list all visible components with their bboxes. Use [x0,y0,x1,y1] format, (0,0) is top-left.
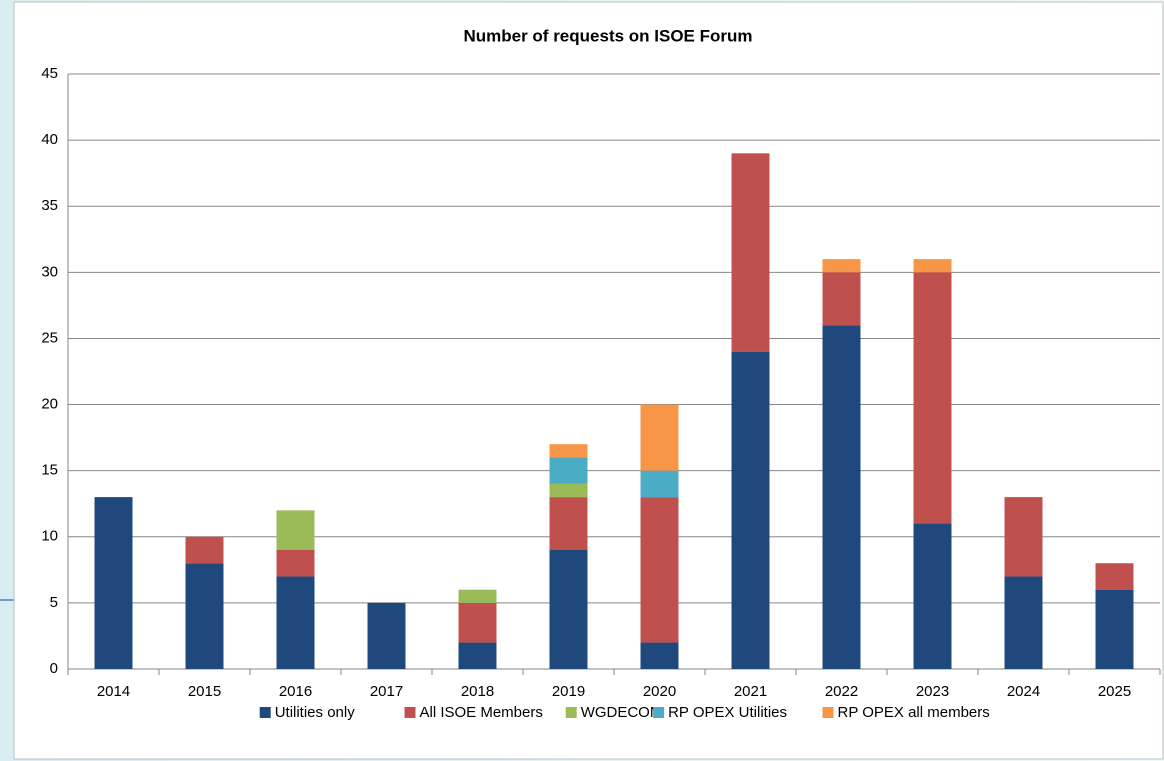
legend-swatch [404,707,416,718]
bar-segment [276,550,315,577]
bar-segment [731,351,770,669]
y-tick-label: 30 [41,263,58,280]
legend-swatch [259,707,271,718]
bar-segment [640,497,679,643]
bar-segment [458,642,497,669]
legend-swatch [565,707,577,718]
bar-segment [94,497,133,669]
bar-segment [185,563,224,669]
x-tick-label: 2016 [279,683,312,700]
legend-label: All ISOE Members [420,704,543,721]
legend-label: RP OPEX Utilities [668,704,787,721]
bar-segment [549,457,588,484]
legend-label: WGDECOM [581,704,663,721]
bar-segment [276,510,315,550]
bar-segment [731,153,770,352]
legend-label: RP OPEX all members [838,704,990,721]
bar-segment [913,523,952,669]
y-tick-label: 40 [41,131,58,148]
bar-segment [913,259,952,273]
x-tick-label: 2023 [916,683,949,700]
bar-segment [822,272,861,326]
bar-segment [458,589,497,603]
bar-segment [1004,497,1043,577]
bar-segment [640,404,679,471]
x-tick-label: 2014 [97,683,130,700]
legend-swatch [653,707,665,718]
x-tick-label: 2017 [370,683,403,700]
y-tick-label: 0 [50,660,58,677]
x-tick-label: 2025 [1098,683,1131,700]
y-tick-label: 35 [41,197,58,214]
y-tick-label: 5 [50,594,58,611]
legend-label: Utilities only [275,704,356,721]
y-tick-label: 15 [41,462,58,479]
bar-segment [549,444,588,458]
bar-segment [367,602,406,669]
bar-segment [822,259,861,273]
x-tick-label: 2021 [734,683,767,700]
bar-segment [913,272,952,524]
bar-segment [458,602,497,643]
bar-segment [1004,576,1043,669]
x-tick-label: 2015 [188,683,221,700]
bar-segment [185,536,224,564]
y-tick-label: 25 [41,329,58,346]
bar-segment [549,497,588,550]
x-tick-label: 2018 [461,683,494,700]
x-tick-label: 2019 [552,683,585,700]
chart-title: Number of requests on ISOE Forum [463,26,752,45]
y-tick-label: 45 [41,65,58,82]
legend-swatch [822,707,834,718]
y-tick-label: 10 [41,528,58,545]
bar-segment [822,325,861,669]
bar-segment [1095,563,1134,590]
bar-segment [549,550,588,669]
x-tick-label: 2024 [1007,683,1040,700]
bar-segment [1095,589,1134,669]
bar-segment [640,642,679,669]
y-tick-label: 20 [41,396,58,413]
bar-segment [276,576,315,669]
bar-segment [549,483,588,498]
bar-segment [640,470,679,498]
x-tick-label: 2022 [825,683,858,700]
x-tick-label: 2020 [643,683,676,700]
